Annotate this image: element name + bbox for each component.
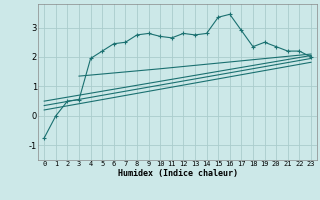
X-axis label: Humidex (Indice chaleur): Humidex (Indice chaleur)	[118, 169, 238, 178]
